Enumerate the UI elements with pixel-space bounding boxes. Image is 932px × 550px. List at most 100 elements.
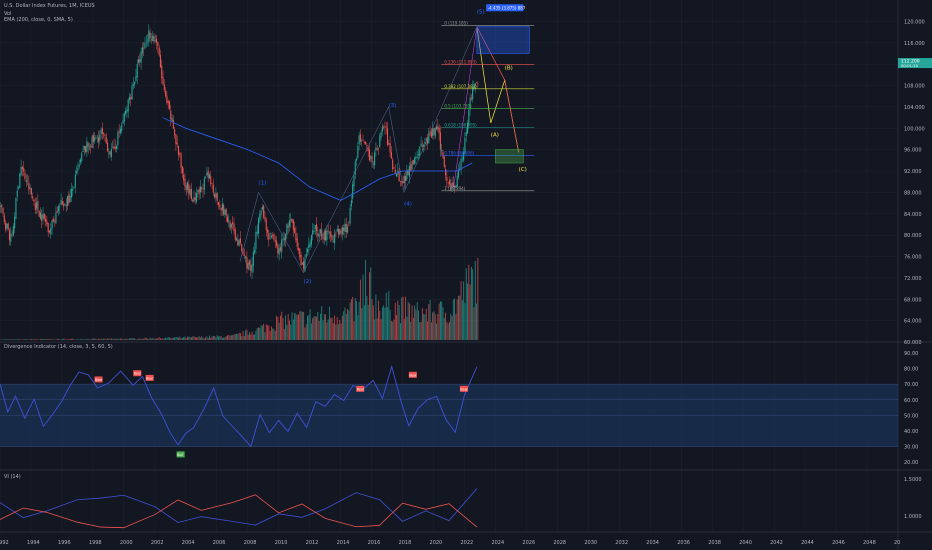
- volume-bar: [384, 307, 386, 340]
- candle-body: [339, 228, 341, 235]
- volume-bar: [287, 314, 289, 340]
- candle-body: [30, 187, 32, 195]
- volume-bar: [269, 331, 271, 340]
- volume-bar: [370, 267, 372, 340]
- volume-bar: [312, 317, 314, 340]
- price-tick: 72.000: [904, 276, 922, 282]
- fib-level-label: 1 (88.294): [444, 186, 465, 191]
- candle-body: [263, 205, 265, 218]
- volume-bar: [309, 309, 311, 340]
- divergence-signal-box: [94, 376, 103, 383]
- volume-bar: [139, 338, 141, 340]
- volume-bar: [18, 339, 19, 340]
- volume-bar: [91, 338, 93, 340]
- divergence-indicator-label[interactable]: Divergence Indicator (14, close, 3, 5, 6…: [4, 344, 113, 350]
- volume-bar: [251, 331, 253, 340]
- fib-level-label: 0.618 (100.095): [444, 123, 477, 128]
- candle-body: [313, 230, 315, 233]
- volume-bar: [268, 325, 270, 340]
- volume-bar: [252, 334, 254, 340]
- volume-bar: [305, 324, 307, 340]
- volume-bar: [197, 337, 199, 340]
- wave-label: (2): [303, 279, 311, 285]
- candle-body: [146, 39, 149, 41]
- candle-body: [386, 128, 389, 145]
- candle-body: [149, 32, 151, 38]
- volume-bar: [141, 338, 143, 340]
- volume-bar: [239, 333, 241, 340]
- candle-body: [318, 233, 320, 238]
- candle-body: [363, 142, 365, 143]
- volume-bar: [310, 323, 312, 340]
- candle-body: [117, 132, 119, 146]
- volume-bar: [258, 327, 259, 340]
- candle-body: [317, 233, 319, 236]
- candle-body: [419, 146, 421, 156]
- candle-body: [105, 136, 107, 144]
- volume-bar: [316, 316, 318, 340]
- candle-body: [380, 132, 382, 138]
- time-tick: 2038: [708, 540, 721, 546]
- volume-bar: [375, 294, 377, 340]
- candle-body: [36, 202, 38, 209]
- candle-body: [452, 182, 454, 187]
- candle-body: [411, 161, 413, 170]
- ema-indicator-label[interactable]: EMA (200, close, 0, SMA, 5): [4, 17, 73, 23]
- candle-body: [109, 151, 111, 155]
- candle-body: [424, 141, 426, 145]
- impulse-trend-line: [453, 26, 478, 188]
- volume-bar: [227, 335, 228, 340]
- volume-bar: [158, 337, 160, 340]
- candle-body: [41, 214, 43, 221]
- candle-body: [174, 129, 176, 136]
- time-tick: 2020: [430, 540, 443, 546]
- candle-body: [245, 256, 247, 259]
- volume-bar: [292, 319, 294, 340]
- volume-bar: [205, 337, 207, 340]
- volume-bar: [16, 339, 18, 340]
- candle-body: [219, 204, 221, 207]
- vol-indicator-label[interactable]: Vol: [4, 11, 12, 17]
- candle-body: [381, 126, 383, 132]
- candle-body: [99, 134, 101, 141]
- vortex-indicator-label[interactable]: VI (14): [4, 474, 21, 480]
- candle-body: [438, 127, 440, 134]
- volume-bar: [420, 321, 422, 340]
- volume-bar: [49, 339, 50, 340]
- volume-bar: [238, 332, 240, 340]
- rsi-tick: 30.00: [904, 445, 918, 451]
- candle-body: [61, 201, 63, 205]
- divergence-signal-label: Bear: [134, 372, 142, 376]
- divergence-signal-label: Bear: [95, 378, 103, 382]
- candle-body: [166, 95, 168, 103]
- divergence-signal-label: Bull: [177, 453, 183, 457]
- volume-bar: [446, 321, 448, 340]
- divergence-signal-box: [459, 385, 468, 392]
- candle-body: [55, 212, 57, 224]
- volume-bar: [352, 296, 354, 340]
- volume-bar: [77, 338, 79, 340]
- candle-body: [312, 230, 314, 235]
- volume-bar: [107, 338, 108, 340]
- volume-bar: [443, 317, 445, 340]
- candle-body: [87, 143, 89, 147]
- volume-bar: [157, 338, 159, 340]
- candle-body: [224, 209, 226, 215]
- volume-bar: [295, 313, 297, 340]
- candle-body: [285, 234, 287, 241]
- volume-bar: [424, 314, 426, 340]
- volume-bar: [126, 338, 128, 340]
- volume-bar: [436, 323, 437, 340]
- candle-body: [309, 242, 311, 247]
- candle-body: [171, 117, 173, 122]
- wave-label: (4): [404, 202, 412, 208]
- volume-bar: [449, 321, 450, 340]
- volume-bar: [294, 312, 296, 340]
- volume-bar: [399, 323, 401, 340]
- candle-body: [393, 167, 395, 169]
- candle-body: [450, 183, 452, 187]
- candle-body: [113, 145, 115, 149]
- candle-body: [14, 216, 16, 229]
- volume-bar: [207, 337, 209, 340]
